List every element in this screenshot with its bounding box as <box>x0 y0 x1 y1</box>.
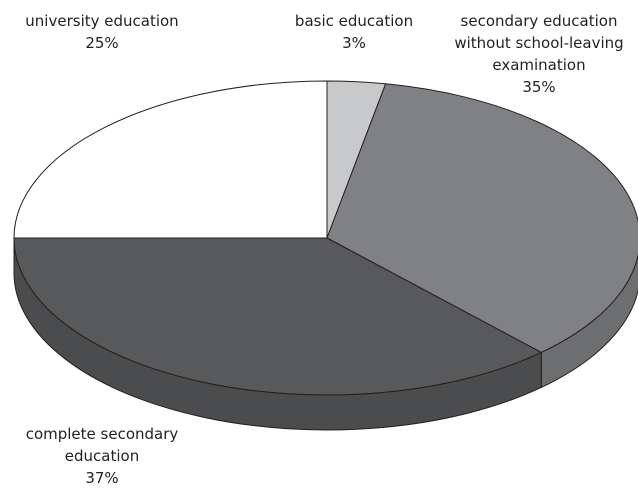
data-label-complete-secondary-line-2: education <box>64 447 140 465</box>
data-label-secondary-without-exam-line-2: without school-leaving <box>454 34 624 52</box>
data-label-university-education-value: 25% <box>85 34 119 52</box>
pie-slice-3 <box>13 80 328 239</box>
data-label-basic-education: basic education 3% <box>295 10 413 54</box>
data-label-complete-secondary: complete secondary education 37% <box>26 423 179 489</box>
data-label-basic-education-value: 3% <box>342 34 366 52</box>
data-label-university-education: university education 25% <box>25 10 178 54</box>
data-label-complete-secondary-value: 37% <box>85 469 119 487</box>
data-label-university-education-line-1: university education <box>25 12 179 30</box>
data-label-basic-education-line-1: basic education <box>294 12 414 30</box>
data-label-secondary-without-exam: secondary education without school-leavi… <box>454 10 623 98</box>
pie-slice-1 <box>326 83 638 353</box>
data-label-secondary-without-exam-value: 35% <box>522 78 556 96</box>
pie-slice-2 <box>13 237 542 396</box>
data-label-complete-secondary-line-1: complete secondary <box>25 425 179 443</box>
data-label-secondary-without-exam-line-3: examination <box>492 56 586 74</box>
data-label-secondary-without-exam-line-1: secondary education <box>460 12 618 30</box>
